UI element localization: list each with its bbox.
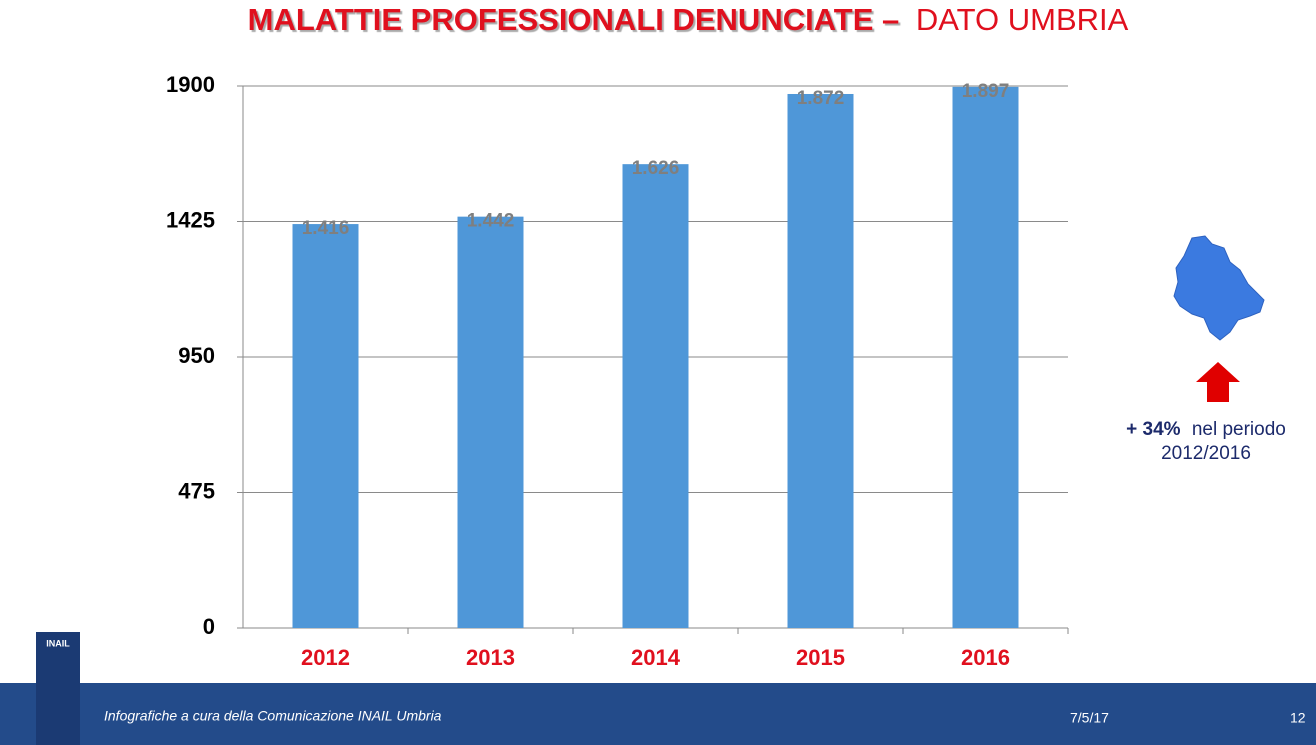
y-tick-label: 950: [178, 343, 215, 368]
logo-text: INAIL: [46, 638, 70, 648]
plot-area: 0 475 950 1425 1900 2012 1.416 2013 1.442 2014 1.6…: [166, 72, 1069, 670]
annotation-text: nel periodo: [1192, 419, 1286, 440]
x-tick-label: 2012: [301, 645, 350, 670]
chart-subtitle: DATO UMBRIA: [916, 2, 1129, 37]
bar: [622, 164, 689, 628]
annotation-line: + 34% nel periodo: [1126, 419, 1286, 440]
value-label: 1.897: [962, 81, 1010, 102]
value-label: 1.626: [632, 158, 680, 179]
x-tick-label: 2016: [961, 645, 1010, 670]
bar: [787, 93, 854, 628]
y-tick-label: 1900: [166, 72, 215, 97]
bar: [292, 224, 359, 628]
x-tick-label: 2013: [466, 645, 515, 670]
up-arrow: [1196, 362, 1240, 402]
annotation-change: + 34%: [1126, 419, 1181, 440]
footer-date: 7/5/17: [1070, 710, 1109, 726]
region-map: [1173, 235, 1265, 341]
value-label: 1.416: [302, 218, 350, 239]
slide-title: MALATTIE PROFESSIONALI DENUNCIATE – DATO…: [248, 2, 1129, 37]
chart-title: MALATTIE PROFESSIONALI DENUNCIATE –: [248, 2, 900, 37]
footer-page: 12: [1290, 710, 1306, 726]
bar: [952, 86, 1019, 629]
y-tick-label: 475: [178, 478, 215, 503]
annotation-period: 2012/2016: [1161, 443, 1251, 464]
footer-credit: Infografiche a cura della Comunicazione …: [104, 708, 442, 724]
y-tick-label: 1425: [166, 207, 215, 232]
y-tick-label: 0: [203, 614, 215, 639]
footer-bar: [0, 683, 1316, 745]
logo-box: [36, 632, 80, 745]
bar: [457, 216, 524, 629]
x-tick-label: 2014: [631, 645, 681, 670]
value-label: 1.872: [797, 88, 845, 109]
x-tick-label: 2015: [796, 645, 845, 670]
value-label: 1.442: [467, 211, 515, 232]
